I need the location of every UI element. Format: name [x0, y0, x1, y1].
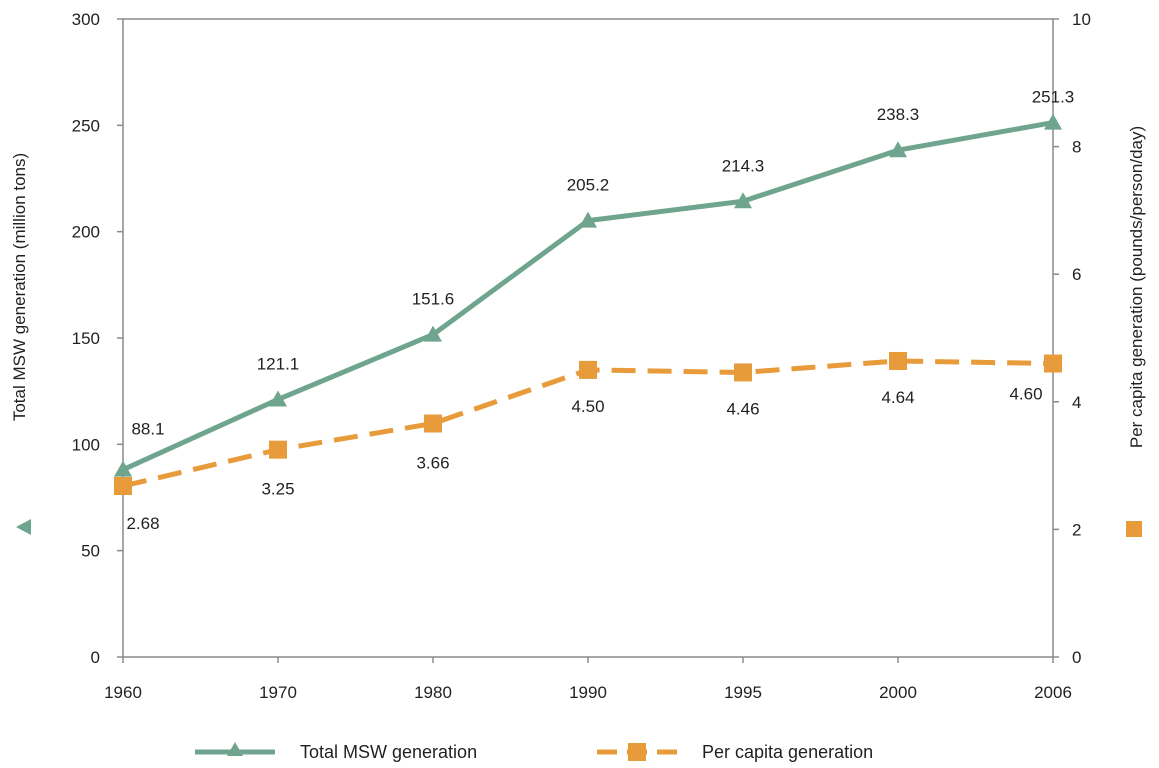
left-tick-label: 300 — [72, 10, 100, 29]
right-tick-label: 10 — [1072, 10, 1091, 29]
legend-item-total-msw: Total MSW generation — [195, 742, 477, 762]
point-total-msw — [1044, 113, 1062, 130]
data-label-per-capita: 3.66 — [416, 453, 449, 472]
x-tick-label: 2006 — [1034, 683, 1072, 702]
point-per-capita — [114, 477, 132, 496]
legend-item-per-capita: Per capita generation — [597, 742, 873, 762]
data-label-per-capita: 2.68 — [126, 514, 159, 533]
x-tick-label: 2000 — [879, 683, 917, 702]
point-total-msw — [114, 460, 132, 477]
x-tick-label: 1990 — [569, 683, 607, 702]
left-axis-title: Total MSW generation (million tons) — [10, 153, 29, 421]
x-tick-label: 1980 — [414, 683, 452, 702]
legend-square-icon — [628, 743, 646, 761]
right-axis-square-icon — [1126, 521, 1142, 537]
series-line-per-capita — [122, 358, 1054, 489]
right-tick-label: 6 — [1072, 265, 1081, 284]
point-per-capita — [889, 351, 907, 370]
x-tick-label: 1960 — [104, 683, 142, 702]
data-label-total-msw: 121.1 — [257, 354, 300, 373]
data-label-total-msw: 251.3 — [1032, 88, 1075, 107]
x-tick-label: 1995 — [724, 683, 762, 702]
left-axis-triangle-icon — [16, 519, 31, 535]
left-tick-label: 100 — [72, 435, 100, 454]
left-tick-label: 50 — [81, 542, 100, 561]
point-per-capita — [424, 414, 442, 433]
right-tick-label: 8 — [1072, 138, 1081, 157]
point-per-capita — [579, 360, 597, 379]
data-label-total-msw: 151.6 — [412, 290, 455, 309]
left-tick-label: 200 — [72, 223, 100, 242]
right-tick-label: 0 — [1072, 648, 1081, 667]
data-label-per-capita: 4.60 — [1009, 385, 1042, 404]
legend: Total MSW generation Per capita generati… — [195, 742, 873, 762]
point-per-capita — [734, 363, 752, 382]
data-label-per-capita: 4.50 — [571, 397, 604, 416]
point-total-msw — [579, 211, 597, 228]
point-total-msw — [734, 192, 752, 209]
point-per-capita — [1044, 354, 1062, 373]
right-tick-label: 2 — [1072, 520, 1081, 539]
x-tick-label: 1970 — [259, 683, 297, 702]
data-label-total-msw: 88.1 — [131, 420, 164, 439]
left-tick-label: 250 — [72, 116, 100, 135]
right-axis-title: Per capita generation (pounds/person/day… — [1127, 126, 1146, 448]
left-tick-label: 0 — [91, 648, 100, 667]
left-tick-label: 150 — [72, 329, 100, 348]
point-total-msw — [424, 325, 442, 342]
point-total-msw — [269, 390, 287, 407]
legend-triangle-icon — [227, 742, 243, 756]
data-label-total-msw: 238.3 — [877, 105, 920, 124]
legend-label-per-capita: Per capita generation — [702, 742, 873, 762]
right-tick-label: 4 — [1072, 393, 1081, 412]
legend-label-total-msw: Total MSW generation — [300, 742, 477, 762]
data-label-total-msw: 205.2 — [567, 176, 610, 195]
data-label-per-capita: 4.64 — [881, 388, 914, 407]
point-per-capita — [269, 440, 287, 459]
data-label-per-capita: 3.25 — [261, 480, 294, 499]
data-label-per-capita: 4.46 — [726, 399, 759, 418]
point-total-msw — [889, 141, 907, 158]
data-label-total-msw: 214.3 — [722, 156, 765, 175]
